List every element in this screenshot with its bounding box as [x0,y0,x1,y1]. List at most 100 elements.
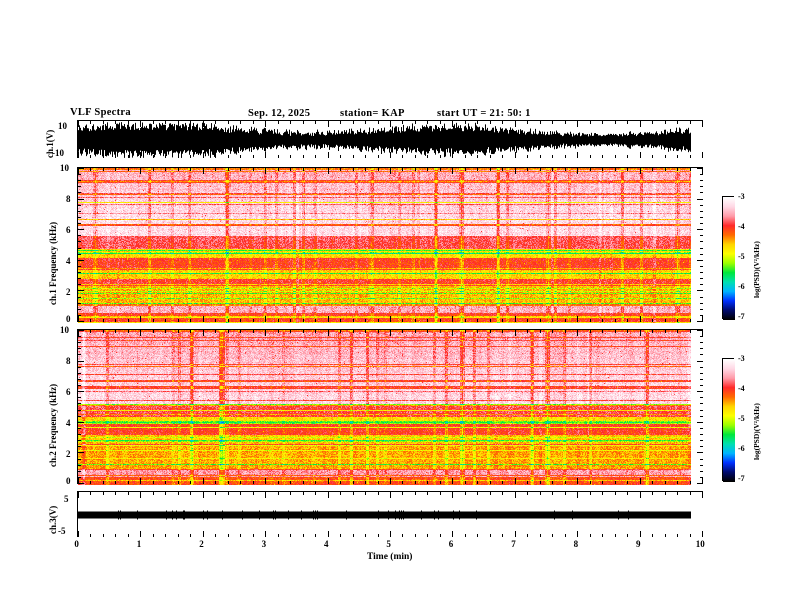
ch1-freq-tick-2: 2 [66,287,71,297]
ch2-freq-tick-0: 0 [66,476,71,486]
tick-mark [565,481,566,484]
tick-mark [640,168,641,174]
tick-mark [427,481,428,484]
x-axis-tick-0: 0 [74,539,79,549]
tick-mark [700,205,703,206]
tick-mark [78,174,81,175]
tick-mark [697,229,703,230]
tick-mark [315,534,316,537]
tick-mark [78,410,81,411]
x-axis-tick-7: 7 [511,539,516,549]
tick-mark [215,481,216,484]
tick-mark [700,440,703,441]
tick-mark [78,284,81,285]
tick-mark [665,319,666,322]
tick-mark [697,168,703,169]
tick-mark [700,336,703,337]
tick-mark [165,330,166,333]
tick-mark [78,168,84,169]
ch1-waveform-trace [78,121,704,159]
tick-mark [128,534,129,537]
tick-mark [378,534,379,537]
ch1-colorbar-label: log(PSD)(V²/kHz) [752,241,761,298]
ch1-cb-tick-m6: -6 [738,282,745,291]
tick-mark [577,330,578,336]
tick-mark [390,121,391,127]
tick-mark [153,121,154,124]
tick-mark [340,121,341,124]
tick-mark [228,534,229,537]
tick-mark [78,440,81,441]
tick-mark [190,492,191,495]
x-axis-tick-6: 6 [448,539,454,549]
tick-mark [577,316,578,322]
tick-mark [78,186,81,187]
tick-mark [203,492,204,498]
tick-mark [78,452,84,453]
tick-mark [700,266,703,267]
tick-mark [78,367,81,368]
tick-mark [378,481,379,484]
tick-mark [515,316,516,322]
tick-mark [78,471,81,472]
tick-mark [265,478,266,484]
tick-mark [290,319,291,322]
tick-mark [178,155,179,158]
ch2-colorbar [722,358,735,482]
tick-mark [502,492,503,495]
tick-mark [515,152,516,158]
tick-mark [477,481,478,484]
tick-mark [78,361,84,362]
tick-mark [690,168,691,171]
tick-mark [415,492,416,495]
tick-mark [140,316,141,322]
tick-mark [140,152,141,158]
tick-mark [700,434,703,435]
tick-mark [440,155,441,158]
ch2-cb-tick-m4: -4 [738,384,745,393]
tick-mark [415,155,416,158]
tick-mark [215,492,216,495]
tick-mark [153,534,154,537]
tick-mark [540,481,541,484]
tick-mark [552,492,553,495]
tick-mark [552,168,553,171]
tick-mark [477,492,478,495]
tick-mark [690,319,691,322]
tick-mark [702,316,703,322]
tick-mark [540,330,541,333]
tick-mark [265,316,266,322]
tick-mark [278,121,279,124]
tick-mark [690,534,691,537]
tick-mark [465,319,466,322]
tick-mark [702,152,703,158]
tick-mark [700,465,703,466]
tick-mark [153,330,154,333]
tick-mark [78,260,84,261]
tick-mark [140,330,141,336]
tick-mark [697,361,703,362]
observation-date: Sep. 12, 2025 [248,108,311,119]
tick-mark [677,319,678,322]
tick-mark [700,348,703,349]
tick-mark [552,534,553,537]
tick-mark [477,330,478,333]
tick-mark [278,492,279,495]
tick-mark [103,492,104,495]
tick-mark [515,531,516,537]
tick-mark [78,297,81,298]
ch1-waveform-panel [77,120,704,159]
tick-mark [415,534,416,537]
tick-mark [290,155,291,158]
tick-mark [78,121,79,127]
tick-mark [353,481,354,484]
tick-mark [140,121,141,127]
tick-mark [290,534,291,537]
tick-mark [402,330,403,333]
tick-mark [190,121,191,124]
tick-mark [515,478,516,484]
tick-mark [452,330,453,336]
ch1-colorbar [722,196,735,320]
tick-mark [215,319,216,322]
